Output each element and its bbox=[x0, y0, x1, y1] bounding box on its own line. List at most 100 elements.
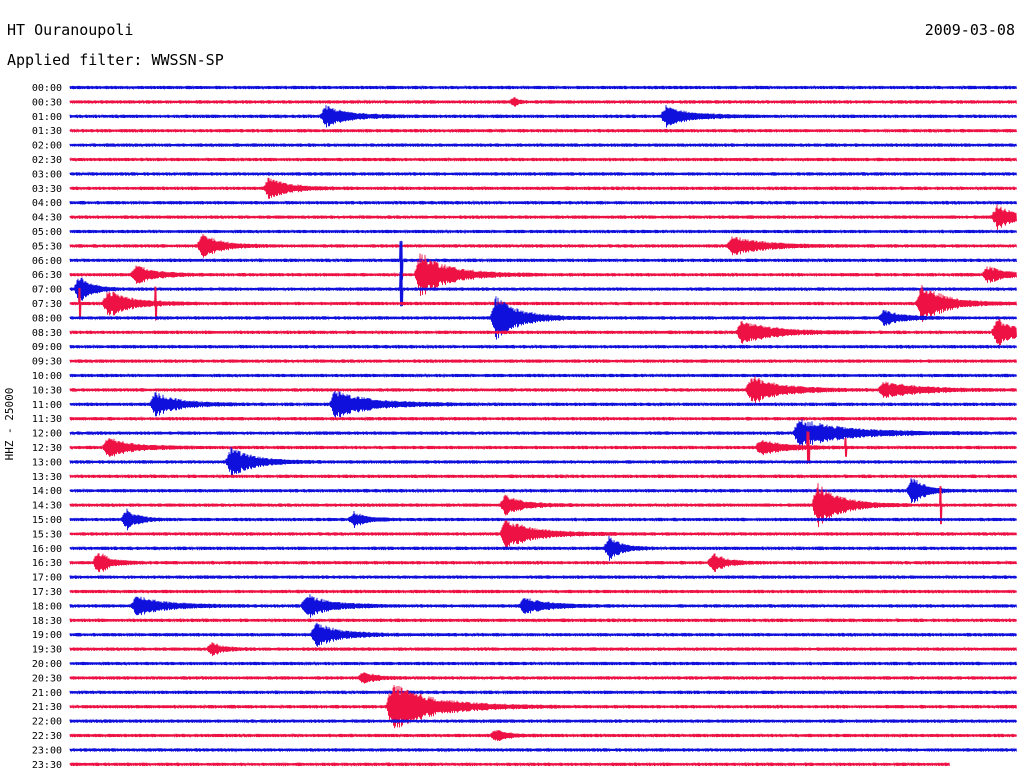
time-label: 19:30 bbox=[32, 645, 62, 656]
time-label: 01:30 bbox=[32, 126, 62, 137]
trace-line bbox=[69, 390, 1017, 418]
trace-line bbox=[69, 483, 1017, 528]
trace-line bbox=[69, 376, 1017, 404]
time-label: 23:30 bbox=[32, 760, 62, 771]
time-label: 08:30 bbox=[32, 328, 62, 339]
time-label: 18:30 bbox=[32, 616, 62, 627]
time-label: 16:00 bbox=[32, 544, 62, 555]
time-label: 05:00 bbox=[32, 227, 62, 238]
time-label: 14:00 bbox=[32, 486, 62, 497]
trace-line bbox=[69, 156, 1017, 163]
time-label: 13:00 bbox=[32, 457, 62, 468]
time-label: 15:30 bbox=[32, 529, 62, 540]
trace-line bbox=[69, 430, 1017, 465]
trace-line bbox=[69, 535, 1017, 561]
trace-line bbox=[69, 446, 1017, 477]
trace-line bbox=[69, 689, 1017, 695]
time-label: 10:00 bbox=[32, 371, 62, 382]
trace-line bbox=[69, 553, 1017, 573]
time-label: 16:30 bbox=[32, 558, 62, 569]
trace-line bbox=[69, 642, 1017, 657]
time-label: 04:30 bbox=[32, 213, 62, 224]
time-label: 09:00 bbox=[32, 342, 62, 353]
time-label: 14:30 bbox=[32, 501, 62, 512]
trace-line bbox=[69, 478, 1017, 504]
time-label: 12:30 bbox=[32, 443, 62, 454]
time-label: 05:30 bbox=[32, 241, 62, 252]
trace-line bbox=[69, 729, 1017, 742]
trace-line bbox=[69, 344, 1017, 350]
time-label: 00:00 bbox=[32, 83, 62, 94]
trace-line bbox=[69, 622, 1017, 647]
trace-line bbox=[69, 97, 1017, 107]
trace-line bbox=[69, 372, 1017, 379]
time-label: 22:30 bbox=[32, 731, 62, 742]
trace-line bbox=[69, 271, 1017, 307]
time-label: 11:00 bbox=[32, 400, 62, 411]
time-label: 21:00 bbox=[32, 688, 62, 699]
time-label: 15:00 bbox=[32, 515, 62, 526]
time-label: 10:30 bbox=[32, 385, 62, 396]
trace-line bbox=[69, 761, 950, 767]
trace-line bbox=[69, 747, 1017, 753]
trace-line bbox=[69, 473, 1017, 479]
time-label: 01:00 bbox=[32, 112, 62, 123]
time-label: 12:00 bbox=[32, 429, 62, 440]
time-label: 18:00 bbox=[32, 601, 62, 612]
date-label: 2009-03-08 bbox=[924, 21, 1015, 39]
trace-line bbox=[69, 685, 1017, 729]
trace-line bbox=[69, 358, 1017, 364]
time-label: 04:00 bbox=[32, 198, 62, 209]
time-label: 21:30 bbox=[32, 702, 62, 713]
trace-line bbox=[69, 228, 1017, 235]
time-label: 19:00 bbox=[32, 630, 62, 641]
trace-line bbox=[69, 594, 1017, 618]
trace-lines bbox=[69, 84, 1017, 767]
trace-line bbox=[69, 200, 1017, 206]
time-label: 20:00 bbox=[32, 659, 62, 670]
trace-line bbox=[69, 718, 1017, 724]
trace-line bbox=[69, 84, 1017, 91]
time-label: 03:00 bbox=[32, 169, 62, 180]
time-label: 17:00 bbox=[32, 573, 62, 584]
trace-line bbox=[69, 253, 1017, 296]
time-label: 00:30 bbox=[32, 97, 62, 108]
time-labels: 00:00 00:30 01:00 01:30 02:00 02:30 03:00 03:30… bbox=[32, 83, 62, 771]
trace-line bbox=[69, 177, 1017, 199]
time-label: 08:00 bbox=[32, 313, 62, 324]
time-label: 02:00 bbox=[32, 141, 62, 152]
time-label: 22:00 bbox=[32, 717, 62, 728]
trace-line bbox=[69, 318, 1017, 346]
trace-line bbox=[69, 672, 1017, 684]
filter-label: Applied filter: WWSSN-SP bbox=[7, 51, 224, 69]
time-label: 06:00 bbox=[32, 256, 62, 267]
trace-line bbox=[69, 233, 1017, 258]
trace-line bbox=[69, 418, 1017, 448]
time-label: 07:30 bbox=[32, 299, 62, 310]
time-label: 17:30 bbox=[32, 587, 62, 598]
trace-line bbox=[69, 105, 1017, 128]
time-label: 11:30 bbox=[32, 414, 62, 425]
time-label: 03:30 bbox=[32, 184, 62, 195]
station-title: HT Ouranoupoli bbox=[7, 21, 134, 39]
time-label: 13:30 bbox=[32, 472, 62, 483]
time-label: 09:30 bbox=[32, 357, 62, 368]
trace-line bbox=[69, 284, 1017, 323]
trace-line bbox=[69, 204, 1017, 230]
time-label: 02:30 bbox=[32, 155, 62, 166]
trace-line bbox=[69, 128, 1017, 134]
trace-line bbox=[69, 171, 1017, 177]
trace-line bbox=[69, 240, 1017, 280]
time-label: 20:30 bbox=[32, 673, 62, 684]
time-label: 23:00 bbox=[32, 745, 62, 756]
trace-line bbox=[69, 416, 1017, 422]
time-label: 06:30 bbox=[32, 270, 62, 281]
trace-line bbox=[69, 508, 1017, 531]
trace-line bbox=[69, 142, 1017, 148]
trace-line bbox=[69, 574, 1017, 580]
trace-line bbox=[69, 660, 1017, 667]
trace-line bbox=[69, 296, 1017, 340]
trace-line bbox=[69, 520, 1017, 548]
time-label: 07:00 bbox=[32, 285, 62, 296]
